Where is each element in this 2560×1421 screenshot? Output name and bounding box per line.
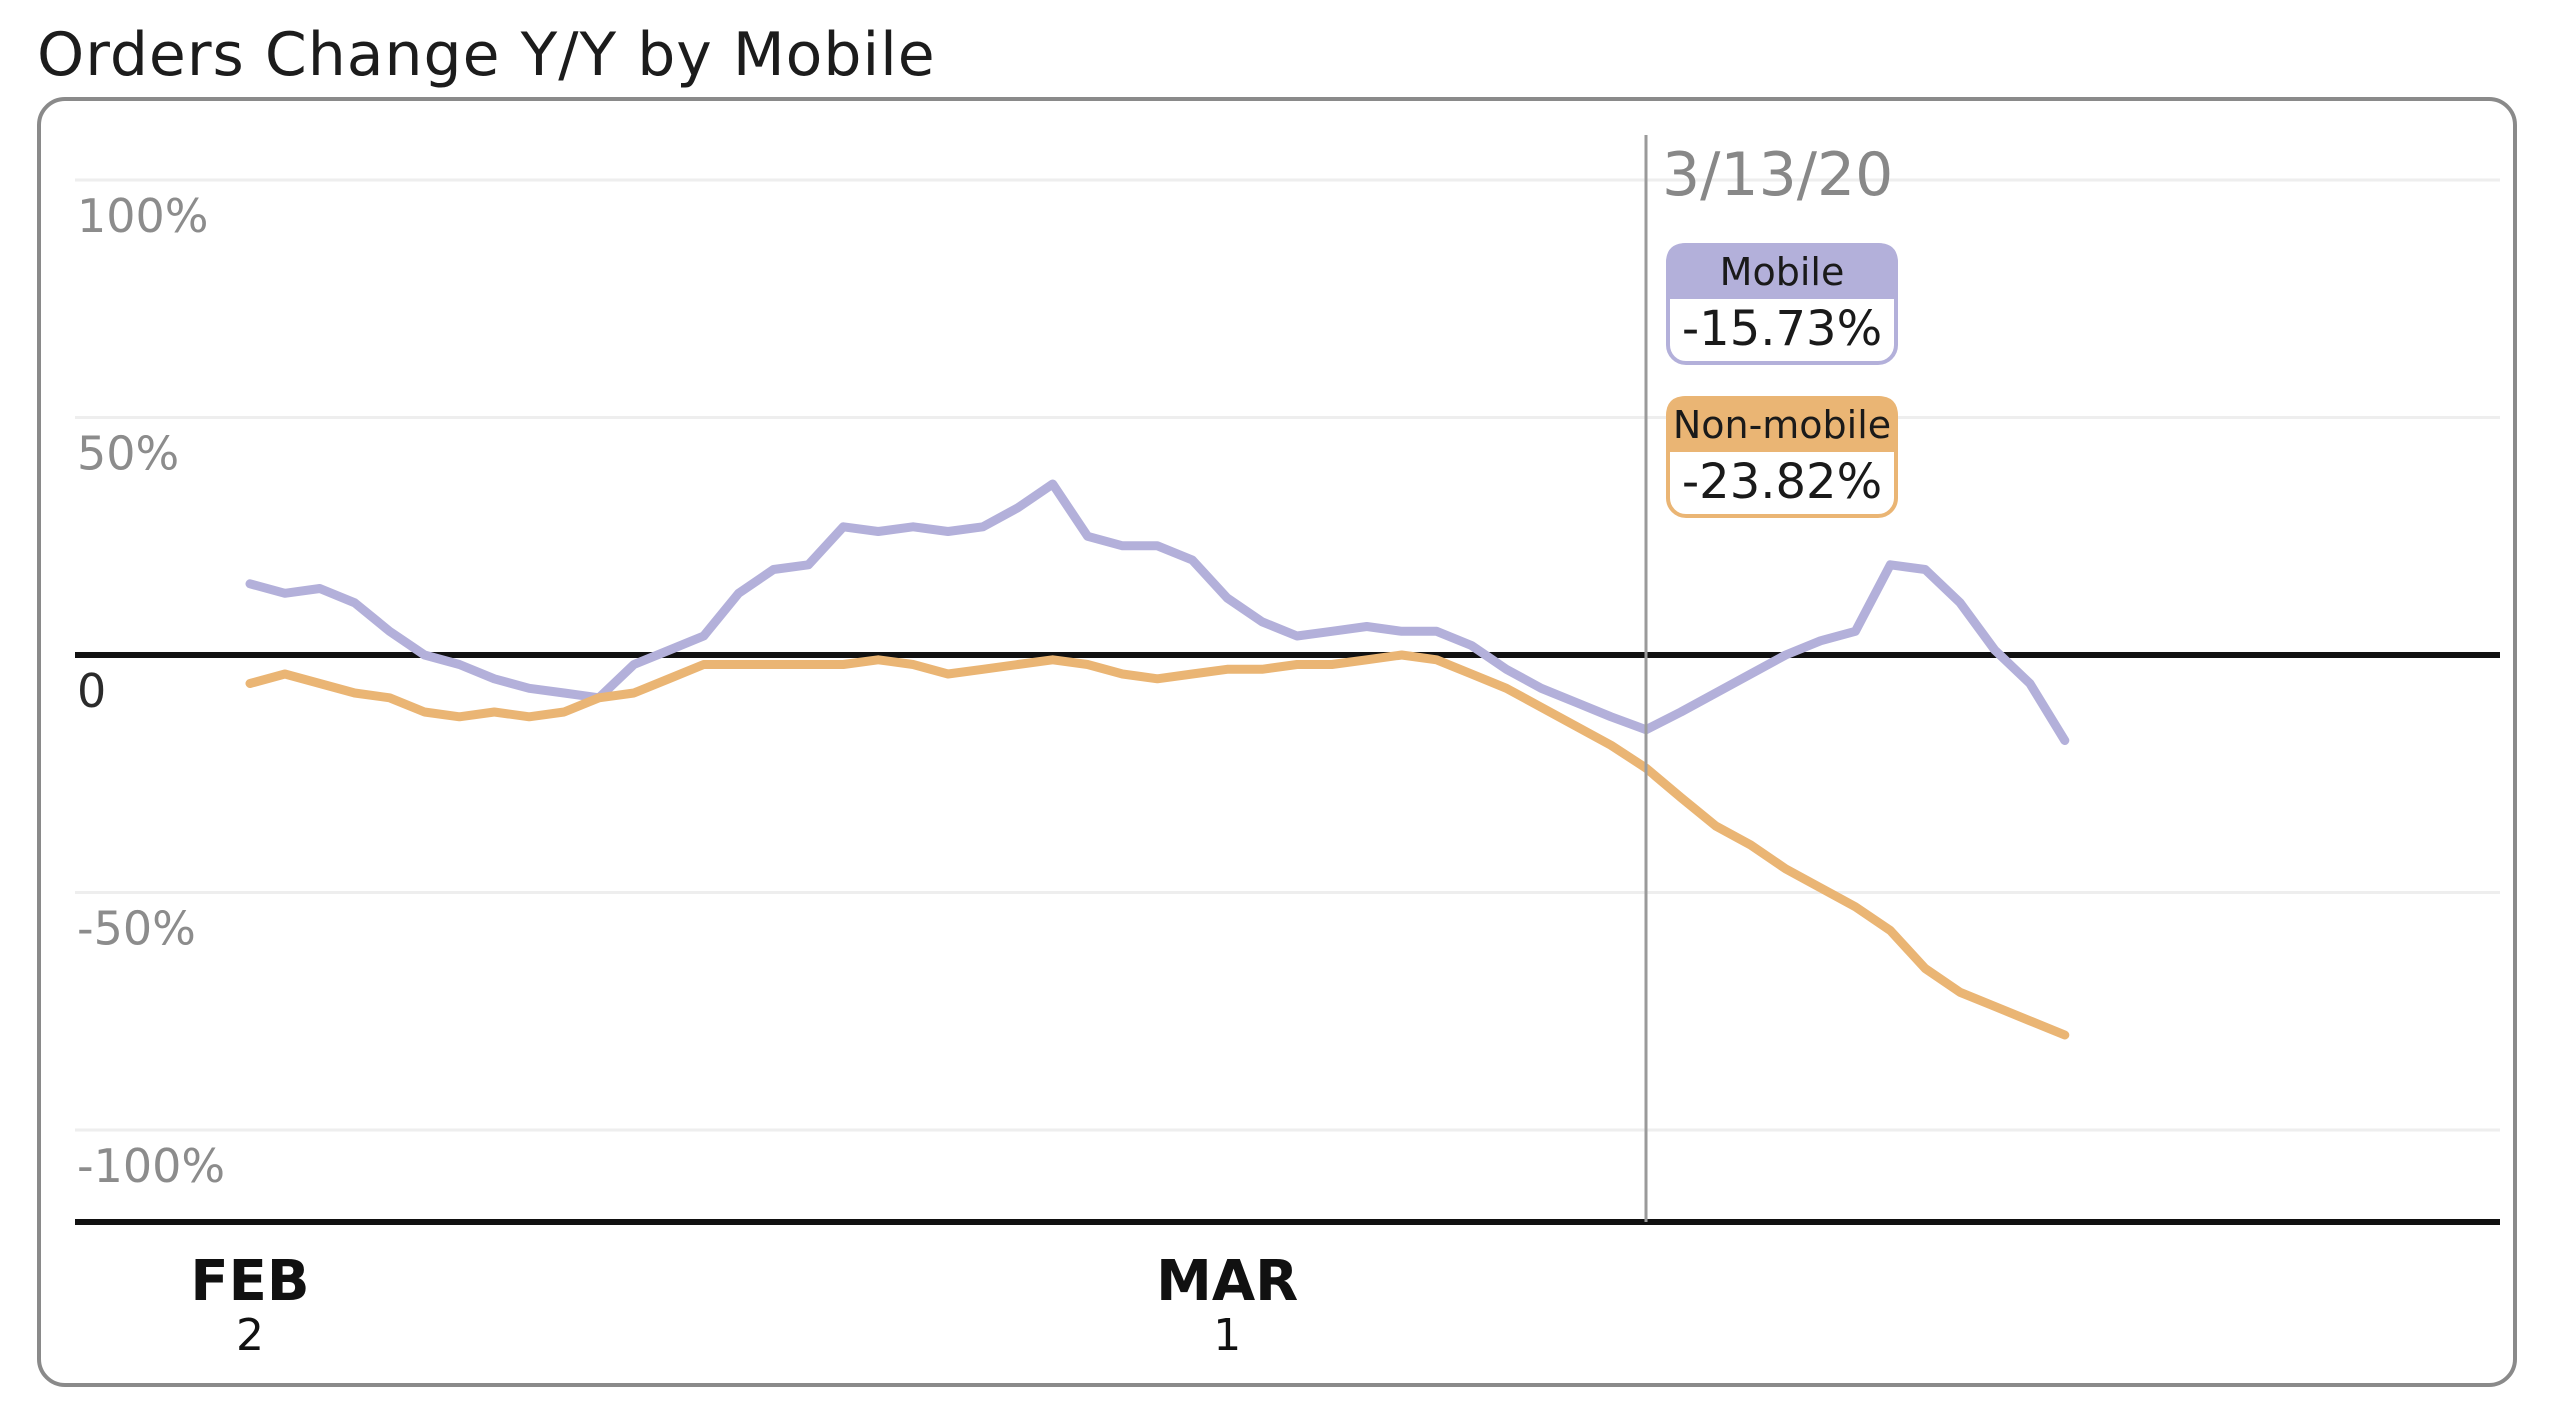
chart-title: Orders Change Y/Y by Mobile — [37, 20, 936, 90]
y-tick-label: -100% — [77, 1139, 225, 1193]
tooltip-series-name: Non-mobile — [1673, 403, 1891, 447]
tooltip-header — [1666, 243, 1898, 299]
hover-layer: 3/13/20 Mobile -15.73% Non-mobile -23.82% — [1644, 135, 1898, 1222]
y-tick-label: 100% — [77, 189, 209, 243]
tooltip-mobile: Mobile -15.73% — [1666, 243, 1898, 365]
y-axis-labels: 100% 50% 0 -50% -100% — [77, 189, 225, 1193]
series-line-non-mobile — [245, 650, 2070, 1040]
x-tick-day: 1 — [1213, 1310, 1241, 1361]
tooltip-value: -23.82% — [1682, 454, 1882, 510]
series-lines — [245, 479, 2070, 1040]
tooltip-series-name: Mobile — [1720, 250, 1845, 294]
y-tick-label: -50% — [77, 902, 196, 956]
gridlines — [75, 178, 2500, 1225]
x-tick-day: 2 — [236, 1310, 264, 1361]
y-tick-label: 0 — [77, 664, 106, 718]
tooltip-value: -15.73% — [1682, 301, 1882, 357]
tooltip-header — [1666, 396, 1898, 452]
series-line-mobile — [245, 479, 2070, 745]
tooltip-non-mobile: Non-mobile -23.82% — [1666, 396, 1898, 518]
hover-date: 3/13/20 — [1662, 140, 1893, 210]
chart-frame — [37, 97, 2517, 1387]
y-tick-label: 50% — [77, 427, 179, 481]
x-tick-month: FEB — [190, 1249, 309, 1314]
x-tick-month: MAR — [1156, 1249, 1298, 1314]
